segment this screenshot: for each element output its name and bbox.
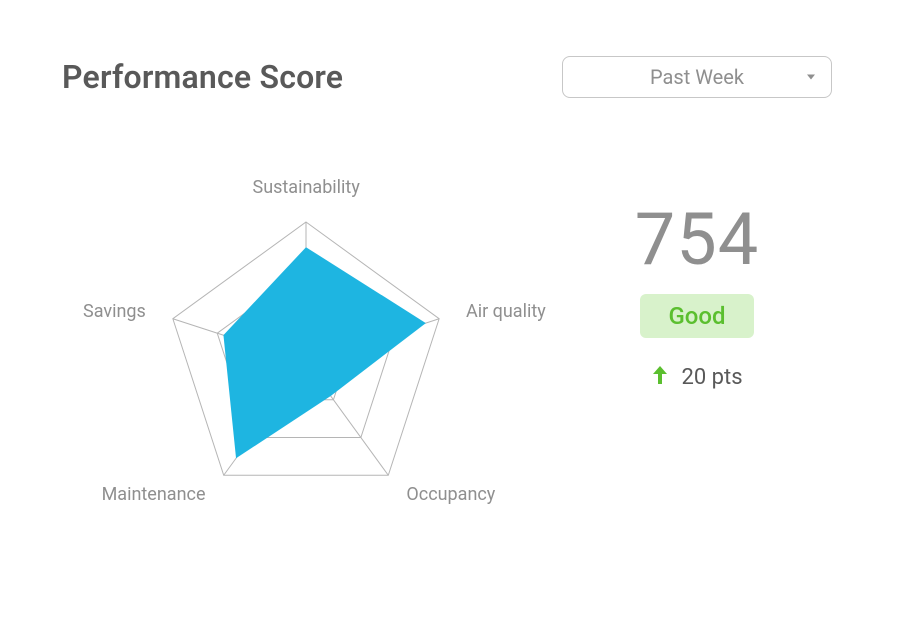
score-value: 754 (635, 204, 759, 276)
radar-axis-label: Sustainability (253, 177, 360, 198)
radar-chart: Sustainability Air quality Occupancy Mainte… (42, 128, 562, 568)
radar-axis-label: Savings (83, 301, 146, 322)
radar-axis-label: Maintenance (102, 484, 206, 505)
score-delta: 20 pts (651, 364, 742, 390)
score-panel: 754 Good 20 pts (562, 128, 832, 568)
page-title: Performance Score (62, 58, 343, 96)
timerange-dropdown[interactable]: Past Week (562, 56, 832, 98)
arrow-up-icon (651, 364, 669, 390)
score-rating-badge: Good (640, 294, 753, 338)
radar-axis-label: Air quality (466, 301, 546, 322)
score-delta-text: 20 pts (681, 365, 742, 390)
timerange-dropdown-label: Past Week (650, 65, 744, 89)
radar-axis-label: Occupancy (406, 484, 495, 505)
chevron-down-icon (807, 75, 815, 80)
